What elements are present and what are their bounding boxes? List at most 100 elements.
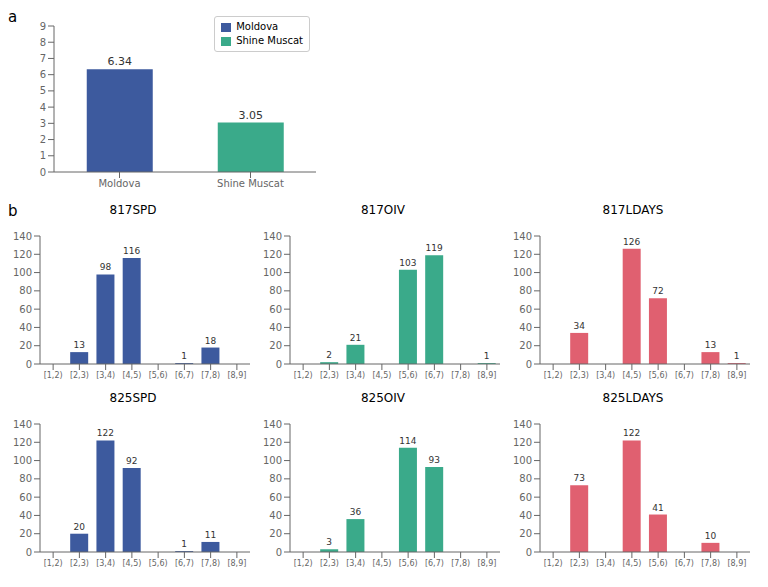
svg-text:92: 92	[126, 456, 137, 466]
svg-text:100: 100	[13, 455, 32, 466]
svg-text:20: 20	[269, 340, 282, 351]
svg-text:100: 100	[513, 455, 532, 466]
svg-text:140: 140	[13, 231, 32, 242]
svg-text:140: 140	[263, 419, 282, 430]
svg-text:120: 120	[513, 437, 532, 448]
svg-text:80: 80	[519, 473, 532, 484]
svg-text:[7,8): [7,8)	[451, 371, 470, 380]
svg-text:122: 122	[97, 428, 114, 438]
svg-text:0: 0	[526, 547, 532, 558]
svg-text:10: 10	[705, 531, 717, 541]
svg-text:[3,4): [3,4)	[96, 371, 115, 380]
svg-text:[2,3): [2,3)	[70, 559, 89, 568]
svg-text:[5,6): [5,6)	[399, 371, 418, 380]
svg-text:9: 9	[40, 21, 46, 32]
svg-text:80: 80	[269, 473, 282, 484]
svg-text:60: 60	[19, 492, 32, 503]
svg-text:[6,7): [6,7)	[425, 559, 444, 568]
svg-text:0: 0	[26, 547, 32, 558]
svg-text:2: 2	[326, 350, 332, 360]
svg-text:73: 73	[573, 473, 584, 483]
svg-text:98: 98	[100, 262, 112, 272]
svg-text:3: 3	[40, 118, 46, 129]
svg-text:1: 1	[181, 351, 187, 361]
svg-text:[4,5): [4,5)	[122, 559, 141, 568]
svg-text:103: 103	[399, 258, 416, 268]
svg-text:7: 7	[40, 53, 46, 64]
svg-text:0: 0	[40, 167, 46, 178]
svg-text:[4,5): [4,5)	[622, 371, 641, 380]
svg-text:6: 6	[40, 69, 46, 80]
svg-text:0: 0	[276, 359, 282, 370]
svg-text:60: 60	[269, 304, 282, 315]
svg-text:60: 60	[519, 492, 532, 503]
svg-text:[1,2): [1,2)	[544, 371, 563, 380]
svg-text:0: 0	[526, 359, 532, 370]
svg-text:20: 20	[519, 528, 532, 539]
svg-text:[8,9]: [8,9]	[477, 371, 496, 380]
svg-text:3.05: 3.05	[239, 109, 264, 122]
svg-text:20: 20	[73, 522, 85, 532]
svg-text:[6,7): [6,7)	[175, 559, 194, 568]
svg-text:80: 80	[19, 473, 32, 484]
svg-text:13: 13	[73, 340, 84, 350]
svg-text:20: 20	[519, 340, 532, 351]
svg-text:13: 13	[705, 340, 716, 350]
svg-text:140: 140	[513, 419, 532, 430]
svg-text:72: 72	[652, 286, 663, 296]
svg-text:[8,9]: [8,9]	[227, 371, 246, 380]
svg-text:4: 4	[40, 102, 46, 113]
svg-text:1: 1	[484, 351, 490, 361]
svg-text:40: 40	[19, 322, 32, 333]
svg-text:[3,4): [3,4)	[96, 559, 115, 568]
svg-text:126: 126	[623, 237, 640, 247]
svg-text:20: 20	[19, 528, 32, 539]
svg-text:3: 3	[326, 537, 332, 547]
svg-text:140: 140	[263, 231, 282, 242]
svg-text:60: 60	[269, 492, 282, 503]
svg-text:[2,3): [2,3)	[320, 371, 339, 380]
svg-text:[4,5): [4,5)	[372, 559, 391, 568]
svg-text:60: 60	[19, 304, 32, 315]
svg-text:[8,9]: [8,9]	[477, 559, 496, 568]
svg-text:119: 119	[426, 243, 443, 253]
svg-text:[2,3): [2,3)	[570, 559, 589, 568]
svg-text:[3,4): [3,4)	[346, 371, 365, 380]
svg-text:120: 120	[263, 437, 282, 448]
svg-text:[7,8): [7,8)	[701, 371, 720, 380]
svg-text:11: 11	[205, 530, 216, 540]
svg-text:[7,8): [7,8)	[201, 559, 220, 568]
svg-text:[6,7): [6,7)	[675, 559, 694, 568]
svg-text:40: 40	[19, 510, 32, 521]
svg-text:114: 114	[399, 436, 416, 446]
svg-text:[2,3): [2,3)	[70, 371, 89, 380]
svg-text:[8,9]: [8,9]	[727, 371, 746, 380]
svg-text:40: 40	[519, 510, 532, 521]
svg-text:[1,2): [1,2)	[294, 371, 313, 380]
svg-text:2: 2	[40, 134, 46, 145]
svg-text:60: 60	[519, 304, 532, 315]
svg-text:Moldova: Moldova	[98, 178, 140, 189]
svg-text:41: 41	[652, 503, 663, 513]
svg-text:80: 80	[19, 285, 32, 296]
svg-text:[3,4): [3,4)	[596, 371, 615, 380]
svg-text:21: 21	[350, 333, 361, 343]
svg-text:[5,6): [5,6)	[649, 371, 668, 380]
svg-text:6.34: 6.34	[108, 55, 133, 68]
svg-text:140: 140	[13, 419, 32, 430]
svg-text:1: 1	[40, 150, 46, 161]
svg-text:18: 18	[205, 336, 217, 346]
svg-text:122: 122	[623, 428, 640, 438]
svg-text:[5,6): [5,6)	[149, 371, 168, 380]
svg-text:[3,4): [3,4)	[596, 559, 615, 568]
svg-text:120: 120	[13, 249, 32, 260]
svg-text:36: 36	[350, 507, 362, 517]
svg-text:100: 100	[263, 455, 282, 466]
svg-text:0: 0	[276, 547, 282, 558]
svg-text:80: 80	[269, 285, 282, 296]
svg-text:120: 120	[513, 249, 532, 260]
svg-text:120: 120	[263, 249, 282, 260]
svg-text:93: 93	[428, 455, 439, 465]
svg-text:0: 0	[26, 359, 32, 370]
svg-text:[4,5): [4,5)	[372, 371, 391, 380]
